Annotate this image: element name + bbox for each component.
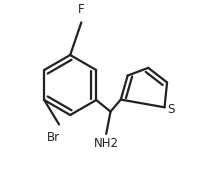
Text: Br: Br [47,131,60,144]
Text: NH2: NH2 [94,137,119,150]
Text: S: S [167,103,175,115]
Text: F: F [78,3,85,16]
